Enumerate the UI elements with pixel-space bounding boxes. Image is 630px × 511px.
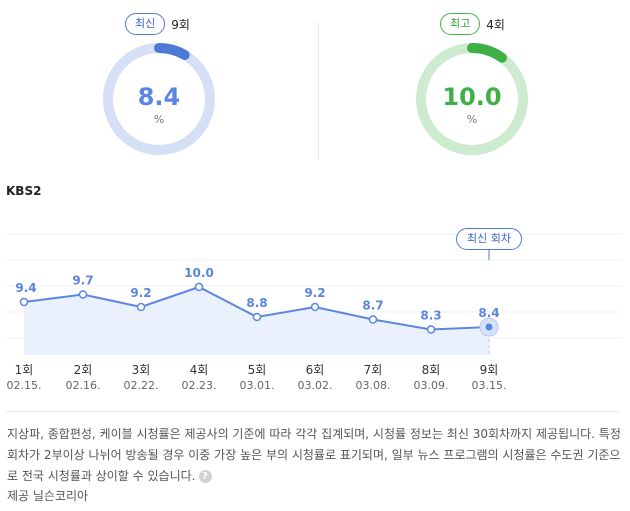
section-divider — [6, 411, 620, 412]
episode-label: 1회 — [14, 363, 34, 377]
data-label: 9.4 — [15, 281, 36, 295]
episode-label: 7회 — [363, 363, 383, 377]
best-unit: % — [466, 113, 478, 126]
data-point — [310, 302, 320, 312]
air-date-label: 02.15. — [6, 379, 42, 392]
question-circle-icon[interactable]: ? — [198, 470, 212, 483]
x-tick-label: 4회 02.23. — [174, 362, 224, 394]
data-point — [368, 315, 378, 324]
air-date-label: 03.09. — [413, 379, 449, 392]
episode-label: 2회 — [73, 363, 93, 377]
donut-svg — [416, 43, 528, 155]
episode-label: 3회 — [131, 363, 151, 377]
air-date-label: 03.01. — [239, 379, 275, 392]
data-point — [194, 282, 204, 292]
data-point — [136, 302, 146, 312]
latest-episode-badge: 최신 회차 — [456, 228, 522, 250]
donut-svg — [103, 43, 215, 155]
air-date-label: 03.15. — [471, 379, 507, 392]
best-rating: 최고 4회 10.0 % — [315, 0, 630, 175]
note-text: 지상파, 종합편성, 케이블 시청률은 제공사의 기준에 따라 각각 집계되며,… — [7, 427, 621, 483]
data-label: 8.7 — [362, 299, 383, 313]
data-point — [78, 290, 88, 299]
data-label: 9.2 — [304, 286, 325, 300]
x-tick-label: 7회 03.08. — [348, 362, 398, 394]
x-tick-label: 1회 02.15. — [0, 362, 49, 394]
rating-summary: 최신 9회 8.4 % 최고 4회 10.0 % — [0, 0, 630, 175]
data-point — [252, 312, 262, 322]
latest-unit: % — [153, 113, 165, 126]
data-label: 10.0 — [184, 266, 214, 280]
data-point — [426, 325, 436, 334]
data-point — [19, 297, 29, 307]
air-date-label: 02.16. — [65, 379, 101, 392]
rating-note: 지상파, 종합편성, 케이블 시청률은 제공사의 기준에 따라 각각 집계되며,… — [7, 424, 623, 487]
data-label: 9.2 — [130, 286, 151, 300]
episode-label: 5회 — [247, 363, 267, 377]
x-tick-label: 6회 03.02. — [290, 362, 340, 394]
air-date-label: 03.08. — [355, 379, 391, 392]
latest-rating: 최신 9회 8.4 % — [0, 0, 315, 175]
best-donut — [413, 40, 531, 158]
episode-label: 4회 — [189, 363, 209, 377]
x-tick-label: 3회 02.22. — [116, 362, 166, 394]
episode-label: 6회 — [305, 363, 325, 377]
air-date-label: 02.22. — [123, 379, 159, 392]
data-label: 8.4 — [478, 306, 499, 320]
provider-credit: 제공 닐슨코리아 — [7, 489, 89, 503]
latest-donut — [100, 40, 218, 158]
donut-progress — [416, 43, 528, 155]
latest-episode: 9회 — [171, 17, 190, 32]
episode-label: 8회 — [421, 363, 441, 377]
x-tick-label: 9회 03.15. — [464, 362, 514, 394]
best-label: 최고 — [440, 13, 481, 35]
x-tick-label: 8회 03.09. — [406, 362, 456, 394]
best-value: 10.0 — [442, 83, 502, 111]
x-tick-label: 5회 03.01. — [232, 362, 282, 394]
data-label: 9.7 — [72, 274, 93, 288]
data-label: 8.3 — [420, 309, 441, 323]
latest-label: 최신 — [125, 13, 166, 35]
episode-label: 9회 — [479, 363, 499, 377]
donut-progress — [103, 43, 215, 155]
data-point — [485, 323, 493, 331]
latest-value: 8.4 — [137, 83, 181, 111]
divider — [318, 22, 319, 160]
air-date-label: 03.02. — [297, 379, 333, 392]
channel-name: KBS2 — [6, 184, 42, 198]
air-date-label: 02.23. — [181, 379, 217, 392]
best-episode: 4회 — [486, 17, 505, 32]
x-tick-label: 2회 02.16. — [58, 362, 108, 394]
data-label: 8.8 — [246, 296, 267, 310]
rating-line-chart: 9.4 9.7 9.2 10.0 8.8 9.2 8.7 8.3 8.4 — [6, 233, 622, 355]
